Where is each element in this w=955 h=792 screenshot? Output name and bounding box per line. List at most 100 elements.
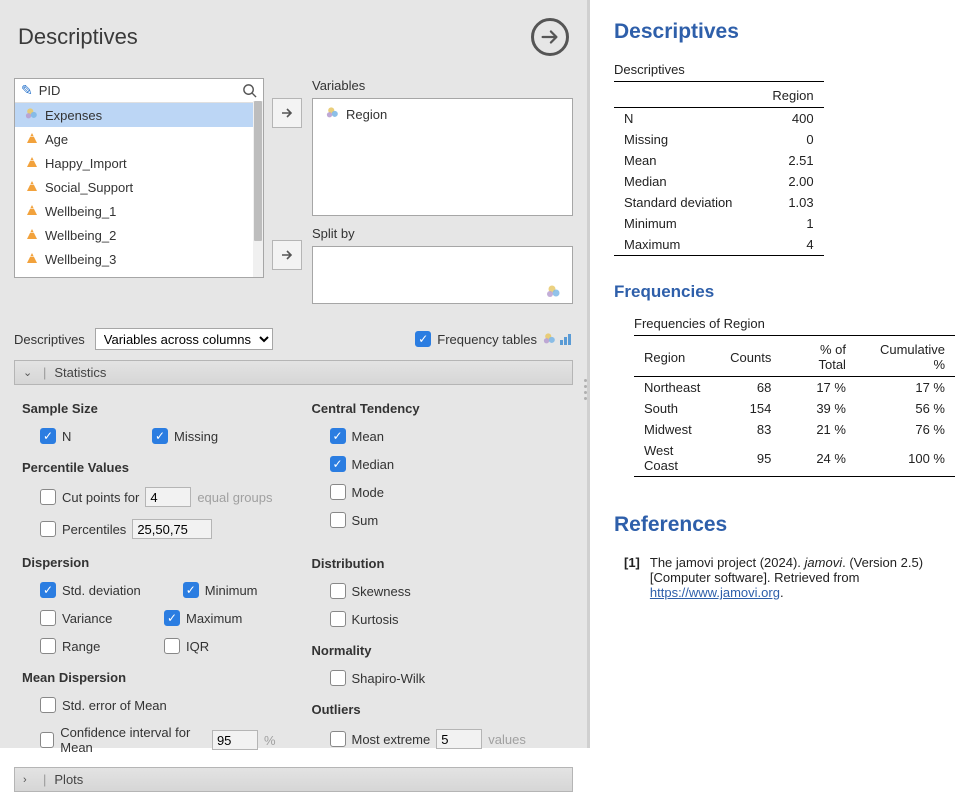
percentiles-checkbox[interactable]	[40, 521, 56, 537]
table-header: Cumulative %	[856, 336, 955, 377]
extreme-input[interactable]	[436, 729, 482, 749]
table-row: South15439 %56 %	[634, 398, 955, 419]
extreme-checkbox[interactable]	[330, 731, 346, 747]
extreme-suffix: values	[488, 732, 526, 747]
var-name: Wellbeing_2	[45, 228, 116, 243]
group-percentile: Percentile Values	[22, 460, 276, 475]
mean-checkbox[interactable]	[330, 428, 346, 444]
n-checkbox[interactable]	[40, 428, 56, 444]
continuous-icon	[25, 131, 39, 148]
variables-target-box[interactable]: Region	[312, 98, 573, 216]
desc-table-title: Descriptives	[614, 62, 955, 77]
var-name: Wellbeing_1	[45, 204, 116, 219]
target-var-row[interactable]: Region	[316, 102, 569, 126]
arrow-right-icon	[539, 26, 561, 48]
source-var-row[interactable]: Wellbeing_1	[15, 199, 263, 223]
kurtosis-label: Kurtosis	[352, 612, 399, 627]
mode-checkbox[interactable]	[330, 484, 346, 500]
cutpoints-suffix: equal groups	[197, 490, 272, 505]
variance-label: Variance	[62, 611, 112, 626]
source-var-row[interactable]: Social_Support	[15, 175, 263, 199]
range-label: Range	[62, 639, 100, 654]
move-to-splitby-button[interactable]	[272, 240, 302, 270]
variable-search-row: ✎ PID	[15, 79, 263, 103]
table-row: Midwest8321 %76 %	[634, 419, 955, 440]
desc-col-header: Region	[762, 82, 823, 108]
scrollbar-thumb[interactable]	[254, 101, 262, 241]
variables-label: Variables	[312, 78, 573, 93]
plots-accordion-label: Plots	[54, 772, 83, 787]
results-title: Descriptives	[614, 20, 955, 44]
scrollbar[interactable]	[253, 101, 263, 277]
arrow-right-icon	[279, 247, 295, 263]
kurtosis-checkbox[interactable]	[330, 611, 346, 627]
reference-item: [1] The jamovi project (2024). jamovi. (…	[624, 555, 955, 600]
cutpoints-label: Cut points for	[62, 490, 139, 505]
frequency-tables-checkbox[interactable]	[415, 331, 431, 347]
group-outliers: Outliers	[312, 702, 566, 717]
var-name: Wellbeing_3_R	[45, 276, 133, 278]
ci-checkbox[interactable]	[40, 732, 54, 748]
sem-checkbox[interactable]	[40, 697, 56, 713]
continuous-icon	[25, 275, 39, 278]
percentiles-input[interactable]	[132, 519, 212, 539]
source-variable-list[interactable]: ✎ PID ExpensesAgeHappy_Import Social_Supp…	[14, 78, 264, 278]
table-row: Standard deviation1.03	[614, 192, 824, 213]
source-var-row[interactable]: Age	[15, 127, 263, 151]
percentiles-label: Percentiles	[62, 522, 126, 537]
source-var-row[interactable]: Expenses	[15, 103, 263, 127]
table-row: Median2.00	[614, 171, 824, 192]
splitby-label: Split by	[312, 226, 573, 241]
group-sample-size: Sample Size	[22, 401, 276, 416]
splitby-target-box[interactable]	[312, 246, 573, 304]
missing-checkbox[interactable]	[152, 428, 168, 444]
source-var-row[interactable]: Wellbeing_3_R	[15, 271, 263, 277]
median-checkbox[interactable]	[330, 456, 346, 472]
shapiro-checkbox[interactable]	[330, 670, 346, 686]
freq-table-title: Frequencies of Region	[634, 316, 955, 331]
continuous-icon	[25, 155, 39, 172]
plots-accordion-header[interactable]: › | Plots	[14, 767, 573, 792]
source-var-row[interactable]: Wellbeing_2	[15, 223, 263, 247]
var-name: Social_Support	[45, 180, 133, 195]
cutpoints-checkbox[interactable]	[40, 489, 56, 505]
frequencies-title: Frequencies	[614, 282, 955, 302]
table-header: % of Total	[781, 336, 856, 377]
panel-resize-handle[interactable]	[584, 374, 589, 404]
frequency-tables-label: Frequency tables	[437, 332, 537, 347]
continuous-icon	[25, 203, 39, 220]
cutpoints-input[interactable]	[145, 487, 191, 507]
n-label: N	[62, 429, 71, 444]
statistics-body: Sample Size N Missing Percentile Values …	[14, 385, 573, 763]
reference-link[interactable]: https://www.jamovi.org	[650, 585, 780, 600]
std-checkbox[interactable]	[40, 582, 56, 598]
range-checkbox[interactable]	[40, 638, 56, 654]
max-checkbox[interactable]	[164, 610, 180, 626]
sum-checkbox[interactable]	[330, 512, 346, 528]
extreme-label: Most extreme	[352, 732, 431, 747]
skewness-checkbox[interactable]	[330, 583, 346, 599]
run-button[interactable]	[531, 18, 569, 56]
source-var-row[interactable]: Wellbeing_3	[15, 247, 263, 271]
descriptives-mode-select[interactable]: Variables across columns	[95, 328, 273, 350]
continuous-icon	[25, 251, 39, 268]
results-panel: Descriptives Descriptives Region N400Mis…	[590, 0, 955, 748]
min-checkbox[interactable]	[183, 582, 199, 598]
ci-input[interactable]	[212, 730, 258, 750]
pencil-icon: ✎	[21, 82, 33, 99]
source-var-row[interactable]: Happy_Import	[15, 151, 263, 175]
sem-label: Std. error of Mean	[62, 698, 167, 713]
search-icon[interactable]	[242, 83, 257, 98]
group-distribution: Distribution	[312, 556, 566, 571]
statistics-accordion-header[interactable]: ⌄ | Statistics	[14, 360, 573, 385]
nominal-icon	[25, 107, 39, 124]
mode-label: Mode	[352, 485, 385, 500]
iqr-checkbox[interactable]	[164, 638, 180, 654]
nominal-icon	[543, 332, 557, 346]
move-to-variables-button[interactable]	[272, 98, 302, 128]
variance-checkbox[interactable]	[40, 610, 56, 626]
table-header: Counts	[720, 336, 781, 377]
chevron-down-icon: ⌄	[23, 366, 35, 379]
descriptives-table: Region N400Missing0Mean2.51Median2.00Sta…	[614, 81, 824, 256]
table-row: Northeast6817 %17 %	[634, 377, 955, 399]
